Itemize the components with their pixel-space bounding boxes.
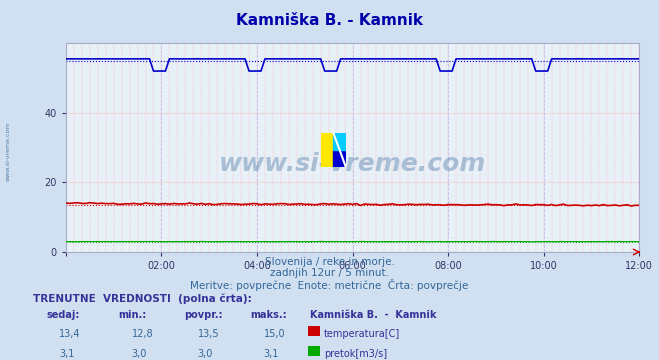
Text: Slovenija / reke in morje.: Slovenija / reke in morje.: [264, 257, 395, 267]
Text: povpr.:: povpr.:: [185, 310, 223, 320]
Text: 3,0: 3,0: [198, 349, 213, 359]
Text: 12,8: 12,8: [132, 329, 154, 339]
Text: TRENUTNE  VREDNOSTI  (polna črta):: TRENUTNE VREDNOSTI (polna črta):: [33, 293, 252, 304]
Bar: [321, 133, 333, 167]
Text: temperatura[C]: temperatura[C]: [324, 329, 401, 339]
Text: www.si-vreme.com: www.si-vreme.com: [5, 121, 11, 181]
Text: Meritve: povprečne  Enote: metrične  Črta: povprečje: Meritve: povprečne Enote: metrične Črta:…: [190, 279, 469, 291]
Text: Kamniška B. - Kamnik: Kamniška B. - Kamnik: [236, 13, 423, 28]
Text: 3,1: 3,1: [59, 349, 74, 359]
Text: 13,4: 13,4: [59, 329, 81, 339]
Text: www.si-vreme.com: www.si-vreme.com: [219, 152, 486, 176]
Text: maks.:: maks.:: [250, 310, 287, 320]
Text: pretok[m3/s]: pretok[m3/s]: [324, 349, 387, 359]
Bar: [333, 150, 346, 167]
Text: Kamniška B.  -  Kamnik: Kamniška B. - Kamnik: [310, 310, 436, 320]
Text: 3,1: 3,1: [264, 349, 279, 359]
Text: 15,0: 15,0: [264, 329, 285, 339]
Text: 3,0: 3,0: [132, 349, 147, 359]
Text: sedaj:: sedaj:: [46, 310, 80, 320]
Text: min.:: min.:: [119, 310, 147, 320]
Bar: [333, 133, 346, 150]
Text: 13,5: 13,5: [198, 329, 219, 339]
Text: zadnjih 12ur / 5 minut.: zadnjih 12ur / 5 minut.: [270, 268, 389, 278]
